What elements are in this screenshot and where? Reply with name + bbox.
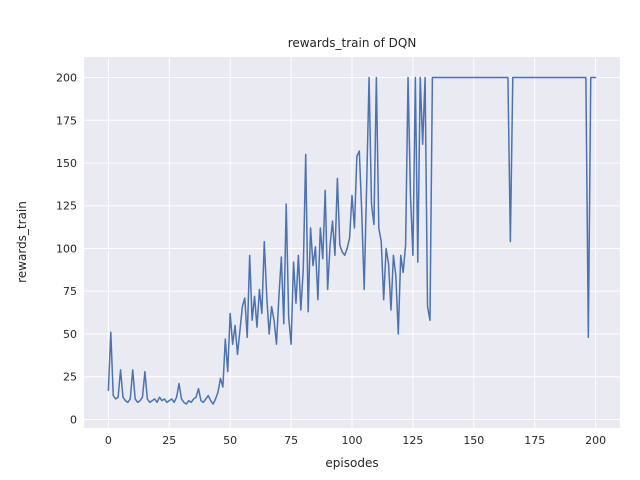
y-tick-label: 200	[56, 72, 77, 85]
x-tick-label: 50	[223, 434, 237, 447]
y-tick-label: 50	[63, 328, 77, 341]
y-tick-label: 125	[56, 200, 77, 213]
y-tick-label: 0	[70, 413, 77, 426]
x-tick-label: 25	[162, 434, 176, 447]
x-tick-label: 100	[342, 434, 363, 447]
chart-title: rewards_train of DQN	[287, 36, 417, 50]
x-tick-label: 200	[585, 434, 606, 447]
x-axis-label: episodes	[325, 456, 379, 470]
y-tick-label: 75	[63, 285, 77, 298]
y-tick-label: 25	[63, 371, 77, 384]
y-tick-label: 100	[56, 242, 77, 255]
x-tick-label: 150	[463, 434, 484, 447]
x-tick-label: 75	[284, 434, 298, 447]
y-tick-label: 150	[56, 157, 77, 170]
x-tick-label: 0	[105, 434, 112, 447]
x-tick-label: 175	[524, 434, 545, 447]
rewards-train-line	[107, 76, 597, 405]
y-axis-label: rewards_train	[15, 201, 29, 283]
x-tick-label: 125	[402, 434, 423, 447]
y-tick-label: 175	[56, 114, 77, 127]
